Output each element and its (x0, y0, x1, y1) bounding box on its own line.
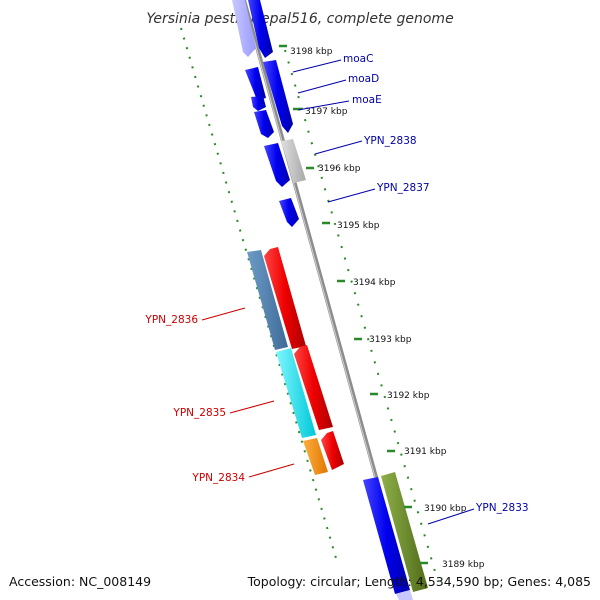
gene-YPN_2836[interactable] (247, 250, 288, 350)
leader-YPN_2834 (248, 463, 295, 478)
tick-label: 3191 kbp (404, 447, 447, 457)
gene-blue-small[interactable] (254, 110, 274, 138)
tick-label: 3189 kbp (442, 560, 485, 570)
gene-features (232, 0, 428, 600)
tick-label: 3192 kbp (387, 391, 430, 401)
gene-label-YPN_2835[interactable]: YPN_2835 (172, 407, 226, 419)
gene-top-left-arrow[interactable] (232, 0, 256, 57)
leader-moaC (292, 59, 342, 73)
gene-label-YPN_2836[interactable]: YPN_2836 (144, 314, 198, 326)
gene-label-moaD[interactable]: moaD (348, 73, 379, 85)
gene-YPN_2838-gray[interactable] (281, 139, 306, 183)
gene-YPN_2837[interactable] (279, 198, 299, 227)
tick-label: 3196 kbp (318, 164, 361, 174)
leader-YPN_2838 (314, 140, 363, 155)
gc-dotted-line-right (284, 49, 439, 583)
tick-label: 3197 kbp (305, 107, 348, 117)
map-title: Yersinia pestis Nepal516, complete genom… (146, 11, 453, 27)
leader-moaD (297, 79, 347, 94)
tick-marks (279, 44, 428, 565)
gene-labels: moaC moaD moaE YPN_2838 YPN_2837 YPN_283… (144, 53, 528, 514)
tick-label: 3194 kbp (353, 278, 396, 288)
gene-red-middle[interactable] (294, 345, 333, 430)
gene-top-right-arrow[interactable] (248, 0, 273, 58)
gene-label-moaE[interactable]: moaE (352, 94, 382, 106)
leader-YPN_2835 (229, 400, 275, 414)
gene-red-lower[interactable] (321, 431, 344, 470)
gene-label-moaC[interactable]: moaC (343, 53, 373, 65)
leader-YPN_2837 (327, 188, 376, 203)
genome-summary: Topology: circular; Length: 4,534,590 bp… (247, 574, 591, 589)
gene-YPN_2835[interactable] (276, 348, 316, 438)
gene-red-upper[interactable] (264, 247, 306, 349)
gene-label-YPN_2833[interactable]: YPN_2833 (475, 502, 529, 514)
leader-YPN_2836 (201, 307, 246, 321)
gene-label-leaders (201, 59, 475, 525)
gene-YPN_2834[interactable] (303, 438, 328, 475)
gene-label-YPN_2837[interactable]: YPN_2837 (376, 182, 430, 194)
gene-label-YPN_2834[interactable]: YPN_2834 (191, 472, 245, 484)
tick-label: 3198 kbp (290, 47, 333, 57)
leader-YPN_2833 (427, 508, 475, 525)
leader-moaE (297, 100, 350, 111)
accession-label: Accession: NC_008149 (9, 574, 152, 589)
gene-label-YPN_2838[interactable]: YPN_2838 (363, 135, 417, 147)
gc-skew-track (180, 27, 439, 583)
tick-label: 3195 kbp (337, 221, 380, 231)
gene-moaC[interactable] (263, 60, 293, 133)
gene-bottom-faded[interactable] (396, 590, 413, 600)
gene-YPN_2833-blue[interactable] (363, 477, 410, 594)
gene-moaD-fragment[interactable] (245, 67, 266, 100)
gene-moaE[interactable] (251, 96, 266, 111)
gene-YPN_2833-olive[interactable] (381, 472, 428, 592)
tick-label: 3190 kbp (424, 504, 467, 514)
tick-labels: 3198 kbp 3197 kbp 3196 kbp 3195 kbp 3194… (290, 47, 485, 570)
gene-YPN_2838-blue[interactable] (264, 143, 290, 187)
tick-label: 3193 kbp (369, 335, 412, 345)
